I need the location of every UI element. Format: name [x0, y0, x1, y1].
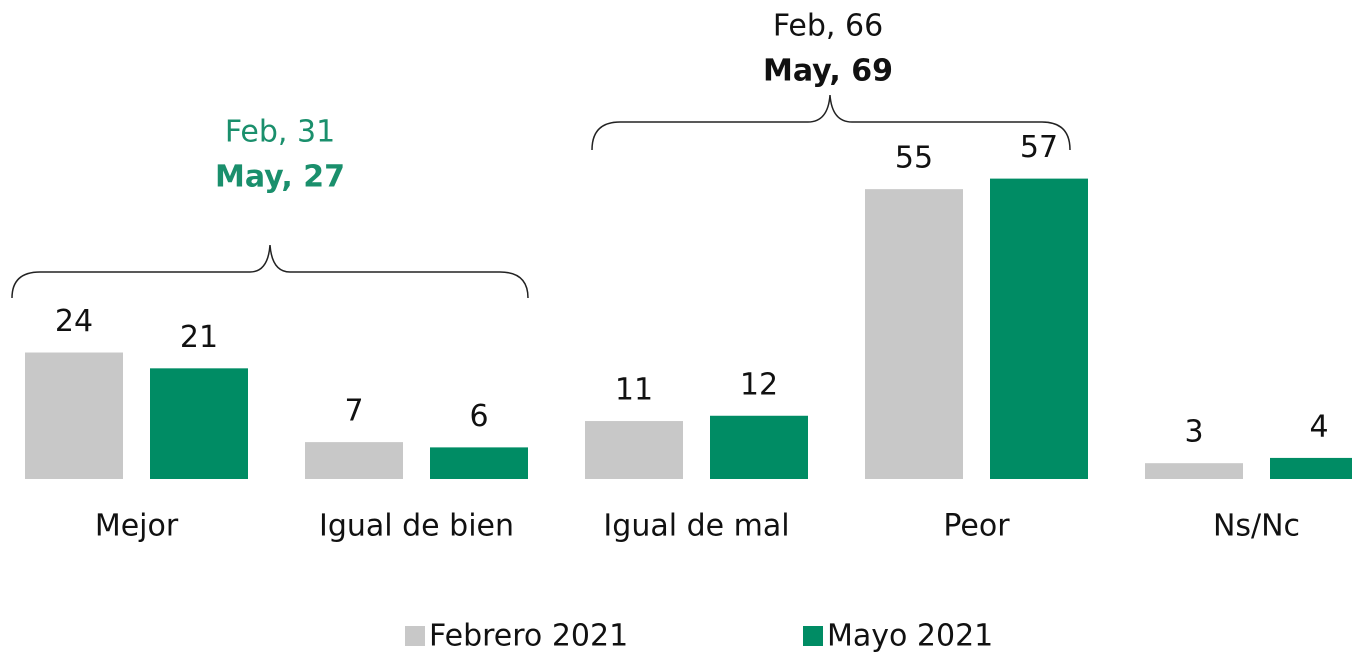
data-label: 7: [344, 394, 363, 429]
legend-swatch: [405, 626, 425, 646]
x-tick-label: Mejor: [95, 509, 179, 544]
legend-label: Febrero 2021: [429, 619, 628, 654]
annotation: May, 27: [215, 160, 345, 195]
data-label: 24: [55, 304, 93, 339]
bar: [1270, 457, 1352, 479]
annotation: Feb, 66: [773, 9, 883, 44]
data-label: 6: [469, 399, 488, 434]
data-label: 11: [615, 373, 653, 408]
bar: [585, 421, 683, 479]
data-label: 55: [895, 141, 933, 176]
bar: [305, 442, 403, 479]
annotation: Feb, 31: [225, 115, 335, 150]
x-tick-label: Igual de mal: [603, 509, 789, 544]
data-label: 12: [740, 367, 778, 402]
x-tick-label: Igual de bien: [319, 509, 514, 544]
x-tick-label: Ns/Nc: [1213, 509, 1300, 544]
data-label: 4: [1309, 409, 1328, 444]
bar: [25, 352, 123, 479]
annotation: May, 69: [763, 54, 893, 89]
bar: [430, 447, 528, 479]
bracket: [591, 94, 1071, 151]
data-label: 3: [1184, 415, 1203, 450]
legend-swatch: [803, 626, 823, 646]
bar: [710, 415, 808, 479]
bracket: [11, 244, 529, 299]
x-tick-label: Peor: [943, 509, 1010, 544]
bar: [990, 178, 1088, 480]
bar: [865, 189, 963, 479]
bar: [1145, 463, 1243, 479]
data-label: 21: [180, 320, 218, 355]
data-label: 57: [1020, 130, 1058, 165]
bar: [150, 368, 248, 479]
legend-label: Mayo 2021: [827, 619, 993, 654]
